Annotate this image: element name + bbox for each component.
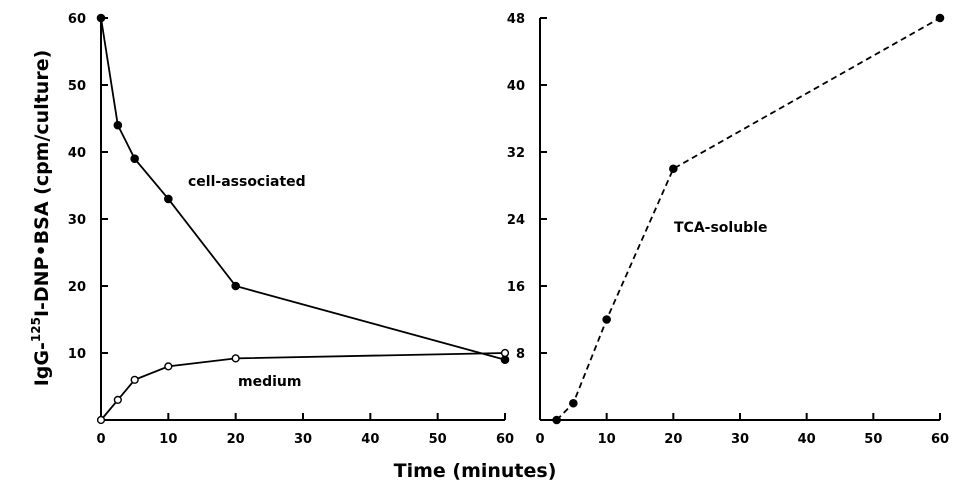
series-line <box>556 17 941 421</box>
right-panel: 0 10 20 30 40 50 60 8 16 24 32 40 48 TCA-soluble <box>507 12 949 447</box>
data-point <box>552 415 561 425</box>
data-point <box>96 13 106 23</box>
y-tick-label: 8 <box>516 347 525 362</box>
y-tick-label: 20 <box>68 280 86 295</box>
data-point <box>113 395 122 405</box>
x-tick-label: 20 <box>664 432 682 447</box>
data-point <box>602 315 611 324</box>
x-tick-label: 60 <box>496 432 514 447</box>
x-tick-label: 60 <box>931 432 949 447</box>
y-axis-title: IgG-125I-DNP•BSA (cpm/culture) <box>29 50 53 387</box>
x-tick-label: 50 <box>864 432 882 447</box>
x-tick-label: 30 <box>731 432 749 447</box>
y-tick-label: 24 <box>507 213 525 228</box>
data-point <box>500 355 510 365</box>
data-point <box>130 154 139 163</box>
series-label: medium <box>238 374 301 390</box>
y-tick-label: 30 <box>68 213 86 228</box>
y-tick-label: 50 <box>68 79 86 94</box>
data-point <box>96 415 106 425</box>
x-tick-label: 30 <box>294 432 312 447</box>
x-axis-title: Time (minutes) <box>394 460 557 482</box>
x-tick-label: 20 <box>227 432 245 447</box>
data-point <box>164 194 173 204</box>
y-tick-label: 16 <box>507 280 525 295</box>
y-tick-label: 40 <box>68 146 86 161</box>
x-tick-label: 40 <box>798 432 816 447</box>
data-point <box>569 398 578 408</box>
series-line <box>100 352 506 421</box>
x-tick-label: 10 <box>598 432 616 447</box>
data-point <box>164 362 173 371</box>
x-tick-label: 40 <box>361 432 379 447</box>
data-point <box>935 13 945 23</box>
y-tick-label: 60 <box>68 12 86 27</box>
y-tick-label: 48 <box>507 12 525 27</box>
x-tick-label: 0 <box>96 432 105 447</box>
data-point <box>231 354 240 363</box>
x-tick-label: 10 <box>159 432 177 447</box>
series-label: TCA-soluble <box>674 220 768 236</box>
x-tick-label: 50 <box>429 432 447 447</box>
x-tick-label: 0 <box>535 432 544 447</box>
y-axis-title-prefix: IgG- <box>31 342 53 386</box>
data-point <box>113 120 123 130</box>
series-line <box>100 17 506 361</box>
data-point <box>669 164 678 174</box>
y-axis-title-superscript: 125 <box>29 317 43 342</box>
series-label: cell-associated <box>188 174 306 190</box>
data-point <box>500 348 510 358</box>
data-point <box>231 281 240 291</box>
left-panel: 0 10 20 30 40 50 60 10 20 30 40 50 60 cell-associated… <box>68 12 514 447</box>
y-tick-label: 40 <box>507 79 525 94</box>
data-point <box>130 375 139 384</box>
y-tick-label: 32 <box>507 146 525 161</box>
y-tick-label: 10 <box>68 347 86 362</box>
y-axis-title-suffix: I-DNP•BSA (cpm/culture) <box>31 50 53 317</box>
